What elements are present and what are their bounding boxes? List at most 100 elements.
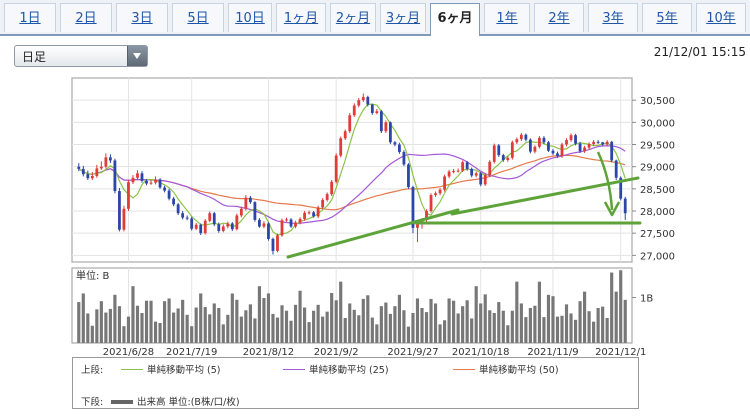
candle-body — [122, 208, 126, 230]
price-tick-label: 28,500 — [640, 185, 675, 196]
volume-bar — [610, 272, 614, 343]
candle-body — [127, 182, 130, 209]
volume-bar — [330, 293, 334, 343]
tab-period-8[interactable]: 6ヶ月 — [430, 3, 480, 36]
volume-bar — [208, 314, 212, 343]
candle-body — [190, 218, 194, 229]
candle-body — [154, 179, 157, 183]
price-tick-label: 30,000 — [640, 118, 675, 129]
interval-select[interactable]: 日足 — [14, 45, 148, 67]
candle-body — [307, 212, 311, 214]
legend-volume-line — [111, 400, 133, 404]
volume-bar — [592, 321, 596, 343]
volume-bar — [289, 320, 293, 343]
volume-bar — [438, 324, 442, 343]
candle-body — [330, 181, 334, 195]
candle-body — [316, 207, 320, 217]
annotation-arrow-shaft — [596, 151, 614, 211]
volume-bar — [316, 304, 320, 343]
volume-bar — [95, 309, 99, 343]
candle-body — [167, 190, 171, 199]
tab-period-7[interactable]: 3ヶ月 — [380, 3, 426, 32]
volume-bar — [551, 296, 555, 343]
chevron-down-icon[interactable] — [127, 46, 147, 66]
tab-period-5[interactable]: 1ヶ月 — [276, 3, 326, 32]
volume-bar — [352, 309, 356, 343]
volume-bar — [248, 304, 252, 343]
candle-body — [416, 221, 419, 228]
candle-body — [81, 168, 85, 175]
candle-body — [108, 157, 112, 161]
volume-bar — [307, 322, 311, 343]
tab-period-3[interactable]: 5日 — [172, 3, 224, 32]
volume-bar — [424, 312, 429, 343]
candle-body — [357, 100, 361, 106]
candle-body — [90, 175, 94, 179]
volume-bar — [108, 308, 112, 343]
timestamp: 21/12/01 15:15 — [653, 45, 746, 59]
candle-body — [556, 153, 559, 157]
candle-body — [569, 135, 573, 141]
candle-body — [623, 198, 627, 214]
candle-body — [601, 142, 605, 145]
candle-body — [343, 131, 347, 139]
candle-body — [334, 155, 338, 182]
volume-bar — [144, 300, 149, 343]
legend-ma25-label: 単純移動平均 (25) — [309, 365, 389, 376]
volume-bar — [587, 311, 591, 343]
tab-period-0[interactable]: 1日 — [4, 3, 56, 32]
tab-period-6[interactable]: 2ヶ月 — [330, 3, 376, 32]
tab-period-2[interactable]: 3日 — [116, 3, 168, 32]
volume-bar — [519, 303, 523, 343]
candle-body — [208, 213, 212, 221]
volume-bar — [601, 306, 605, 343]
tab-period-9[interactable]: 1年 — [484, 3, 530, 32]
volume-bar — [131, 286, 135, 343]
candle-body — [411, 187, 415, 228]
candle-body — [289, 219, 293, 227]
tab-period-1[interactable]: 2日 — [60, 3, 112, 32]
legend-lower-label: 下段: — [81, 397, 104, 408]
volume-bar — [149, 300, 153, 343]
candle-body — [361, 97, 365, 101]
volume-bar — [542, 317, 546, 343]
candle-body — [285, 219, 288, 221]
tab-period-4[interactable]: 10日 — [228, 3, 272, 32]
candle-body — [303, 212, 306, 219]
legend-ma25-line — [283, 369, 305, 370]
candle-body — [294, 222, 297, 227]
candle-body — [398, 144, 401, 153]
volume-bar — [217, 308, 221, 343]
volume-bar — [203, 307, 207, 343]
volume-bar — [596, 308, 600, 343]
tab-period-13[interactable]: 10年 — [696, 3, 746, 32]
date-tick-label: 2021/10/18 — [452, 347, 510, 358]
candle-body — [194, 224, 198, 229]
candle-body — [370, 104, 374, 114]
volume-bar — [262, 298, 266, 343]
interval-select-value: 日足 — [22, 50, 47, 64]
volume-bar — [465, 300, 469, 343]
annotation-support-line-2 — [450, 176, 640, 216]
tab-period-11[interactable]: 3年 — [588, 3, 638, 32]
volume-bar — [605, 318, 609, 343]
candle-body — [461, 162, 465, 171]
period-tabs: 1日 2日 3日 5日 10日 1ヶ月 2ヶ月 3ヶ月 6ヶ月 1年 2年 3年 5年 10年 — [0, 0, 750, 36]
candle-body — [181, 213, 185, 218]
volume-bar — [497, 302, 501, 343]
candle-body — [172, 198, 176, 205]
tab-period-12[interactable]: 5年 — [642, 3, 692, 32]
volume-bar — [397, 294, 401, 343]
candle-body — [501, 155, 505, 161]
volume-bar — [167, 298, 171, 343]
volume-tick-label: 1B — [640, 294, 653, 305]
volume-bar — [447, 298, 451, 343]
candle-body — [578, 143, 582, 152]
volume-bar — [253, 318, 257, 343]
legend-ma5-label: 単純移動平均 (5) — [147, 365, 221, 376]
candle-body — [492, 145, 496, 162]
tab-period-10[interactable]: 2年 — [534, 3, 584, 32]
legend-ma50-label: 単純移動平均 (50) — [479, 365, 559, 376]
volume-bar — [172, 312, 176, 343]
